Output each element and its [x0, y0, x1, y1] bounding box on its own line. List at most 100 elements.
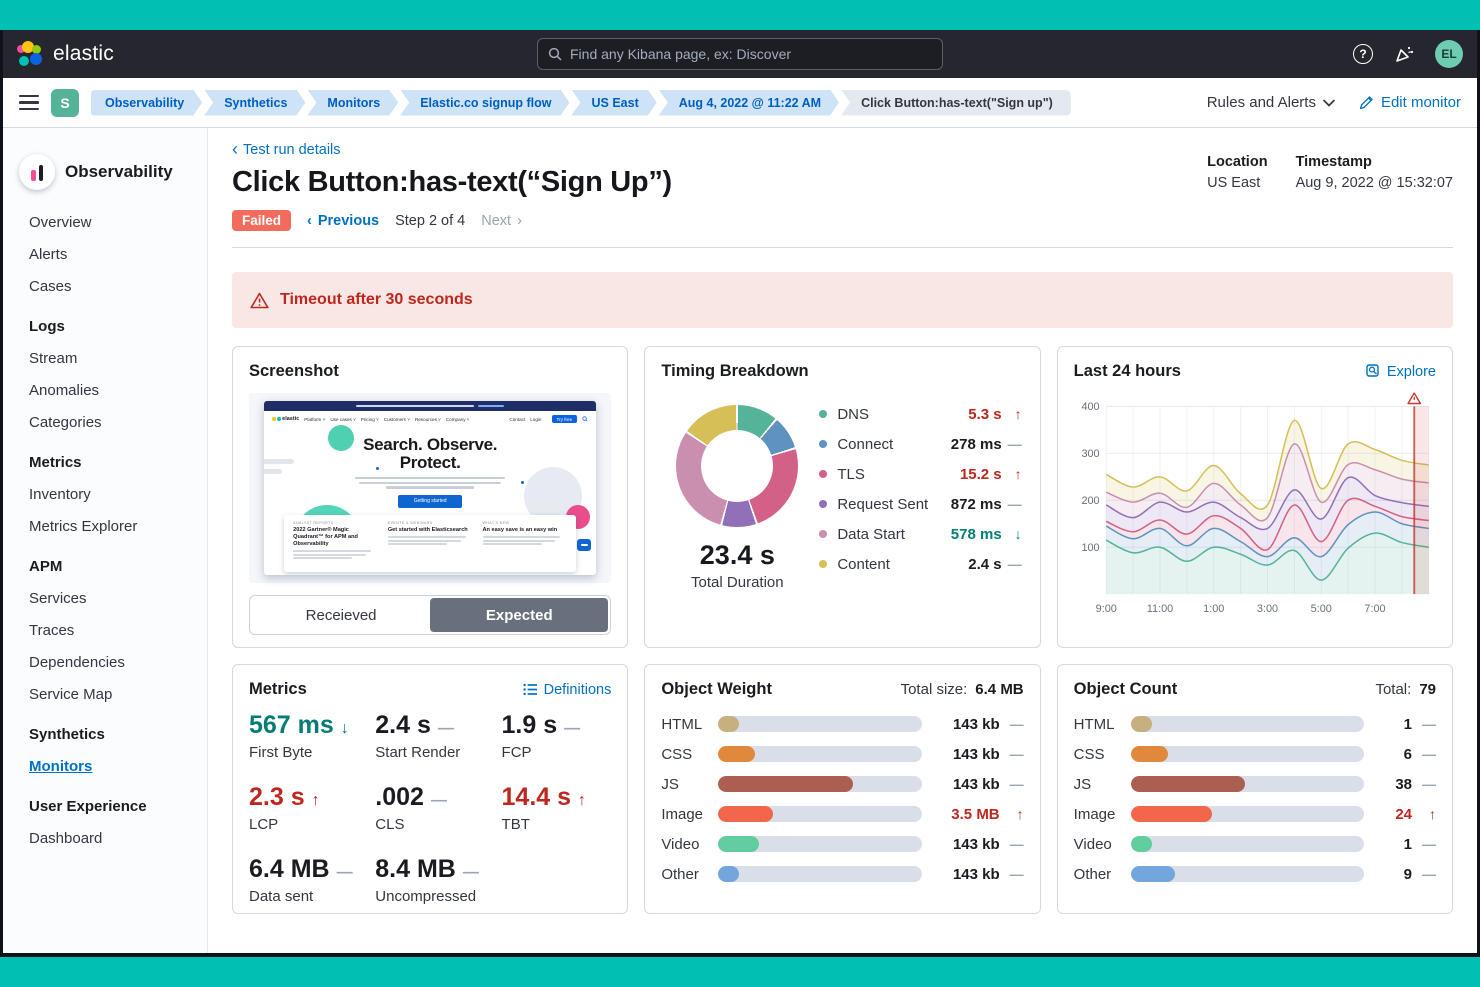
bar-label: CSS	[661, 745, 693, 763]
global-search-input[interactable]: Find any Kibana page, ex: Discover	[537, 38, 943, 70]
breadcrumb-item[interactable]: Synthetics	[204, 90, 305, 116]
object-count-title: Object Count	[1073, 680, 1178, 698]
sidebar-item-categories[interactable]: Categories	[29, 413, 102, 431]
search-icon	[548, 47, 562, 61]
definitions-button[interactable]: Definitions	[523, 682, 611, 698]
step-indicator: Step 2 of 4	[395, 212, 466, 229]
explore-button[interactable]: Explore	[1366, 364, 1436, 380]
sidebar-item-alerts[interactable]: Alerts	[29, 245, 68, 263]
app-window: elastic Find any Kibana page, ex: Discov…	[0, 30, 1480, 957]
bar-value: 3.5 MB	[951, 805, 1000, 823]
timing-legend-row: Connect 278 ms —	[819, 429, 1022, 459]
sidebar-item-traces[interactable]: Traces	[29, 621, 75, 639]
screenshot-panel: Screenshot elastic Platform ˅ Use cases ˅…	[232, 346, 629, 648]
legend-label: Content	[837, 555, 890, 573]
edit-monitor-button[interactable]: Edit monitor	[1359, 94, 1461, 111]
legend-trend: —	[1007, 496, 1022, 512]
metric-item: 2.3 s ↑ LCP	[249, 783, 375, 833]
user-avatar[interactable]: EL	[1435, 40, 1463, 68]
expected-toggle-button[interactable]: Expected	[430, 598, 609, 632]
timing-legend-row: Data Start 578 ms ↓	[819, 519, 1022, 549]
bar-trend-icon: —	[1422, 716, 1436, 732]
svg-text:11:00: 11:00	[1146, 603, 1172, 615]
bar-track	[1130, 866, 1364, 882]
svg-text:5:00: 5:00	[1310, 603, 1331, 615]
breadcrumb-item[interactable]: Observability	[91, 90, 202, 116]
sidebar-item-dashboard[interactable]: Dashboard	[29, 829, 103, 847]
bar-track	[1130, 716, 1364, 732]
legend-dot	[819, 530, 828, 538]
received-toggle-button[interactable]: Receieved	[305, 606, 377, 624]
sidebar-item-anomalies[interactable]: Anomalies	[29, 381, 100, 399]
bar-trend-icon: ↑	[1016, 806, 1024, 822]
object-count-row: HTML 1 —	[1074, 709, 1436, 739]
legend-label: Data Start	[837, 525, 905, 543]
legend-dot	[819, 470, 828, 478]
object-weight-row: Other 143 kb —	[661, 859, 1023, 889]
sidebar-item-overview[interactable]: Overview	[29, 213, 92, 231]
bar-label: Other	[661, 865, 699, 883]
back-link-test-run-details[interactable]: ‹ Test run details	[232, 139, 341, 159]
bar-trend-icon: —	[1422, 836, 1436, 852]
object-weight-bars: HTML 143 kb — CSS 143 kb — JS 143 kb — Imag…	[661, 709, 1023, 889]
svg-text:3:00: 3:00	[1257, 603, 1278, 615]
bar-label: Image	[1073, 805, 1116, 823]
sidebar-item-cases[interactable]: Cases	[29, 277, 72, 295]
legend-label: DNS	[837, 405, 869, 423]
elastic-logo-icon	[17, 41, 43, 67]
bar-value: 1	[1403, 835, 1412, 853]
sidebar-item-services[interactable]: Services	[29, 589, 87, 607]
object-weight-row: JS 143 kb —	[661, 769, 1023, 799]
sidebar-item-inventory[interactable]: Inventory	[29, 485, 91, 503]
breadcrumb-item[interactable]: Aug 4, 2022 @ 11:22 AM	[659, 90, 839, 116]
bar-fill	[718, 716, 739, 732]
bar-fill	[718, 806, 774, 822]
bar-fill	[718, 866, 739, 882]
mini-site-card: WHAT'S NEW An easy save is an easy win	[482, 521, 568, 566]
metrics-grid: 567 ms ↓ First Byte 2.4 s — Start Render 1…	[249, 711, 611, 905]
breadcrumb-item[interactable]: Elastic.co signup flow	[400, 90, 569, 116]
mini-site-card: EVENTS & WEBINARS Get started with Elast…	[387, 521, 473, 566]
metric-trend-icon: —	[437, 720, 454, 737]
timing-legend: DNS 5.3 s ↑ Connect 278 ms — TLS 15.2 s …	[813, 397, 1023, 591]
sidebar-item-stream[interactable]: Stream	[29, 349, 78, 367]
bar-trend-icon: —	[1009, 866, 1024, 882]
search-placeholder: Find any Kibana page, ex: Discover	[570, 46, 792, 62]
sidebar-item-metrics-explorer[interactable]: Metrics Explorer	[29, 517, 138, 535]
chevron-down-icon	[1323, 99, 1335, 107]
previous-step-button[interactable]: ‹ Previous	[307, 212, 380, 229]
sidebar-item-service-map[interactable]: Service Map	[29, 685, 113, 703]
bar-fill	[1130, 746, 1168, 762]
timeout-warning-banner: Timeout after 30 seconds	[232, 272, 1453, 328]
bar-track	[718, 836, 922, 852]
next-step-button[interactable]: Next ›	[481, 212, 522, 229]
help-icon[interactable]: ?	[1353, 44, 1373, 64]
timing-legend-row: DNS 5.3 s ↑	[819, 399, 1022, 429]
metric-label: FCP	[501, 744, 532, 761]
metric-item: 1.9 s — FCP	[502, 711, 612, 761]
sidebar-item-metrics: Metrics	[29, 454, 82, 471]
svg-text:300: 300	[1081, 448, 1099, 460]
bar-fill	[718, 836, 759, 852]
whats-new-icon[interactable]	[1393, 43, 1415, 65]
object-count-row: Video 1 —	[1074, 829, 1436, 859]
bar-fill	[1130, 716, 1152, 732]
sidebar-item-dependencies[interactable]: Dependencies	[29, 653, 125, 671]
rules-and-alerts-dropdown[interactable]: Rules and Alerts	[1207, 94, 1335, 111]
breadcrumb-item[interactable]: US East	[571, 90, 656, 116]
bar-value: 143 kb	[952, 865, 1000, 883]
bar-trend-icon: —	[1422, 776, 1436, 792]
metric-value: 14.4 s ↑	[501, 783, 587, 811]
space-badge[interactable]: S	[51, 88, 79, 117]
metric-label: CLS	[375, 816, 405, 833]
elastic-brand[interactable]: elastic	[17, 41, 114, 67]
object-weight-row: Image 3.5 MB ↑	[661, 799, 1023, 829]
object-count-total: Total: 79	[1375, 681, 1436, 698]
object-count-row: Image 24 ↑	[1074, 799, 1436, 829]
menu-icon[interactable]	[19, 94, 39, 111]
metrics-panel-title: Metrics	[249, 680, 307, 698]
breadcrumb-item[interactable]: Monitors	[307, 90, 398, 116]
sidebar-item-monitors[interactable]: Monitors	[29, 757, 93, 775]
metric-trend-icon: ↓	[340, 720, 349, 737]
object-count-row: CSS 6 —	[1074, 739, 1436, 769]
